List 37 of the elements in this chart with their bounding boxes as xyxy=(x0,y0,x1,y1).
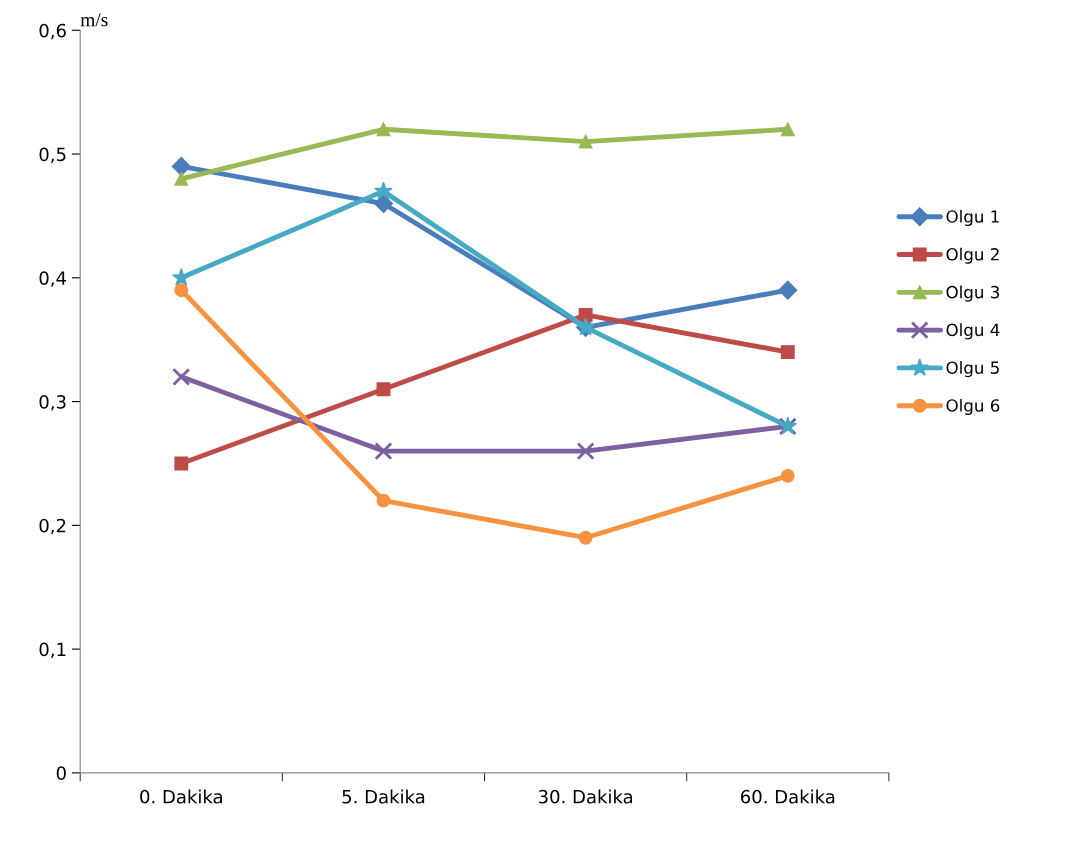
point xyxy=(172,367,191,386)
point xyxy=(778,280,798,300)
point xyxy=(576,442,595,461)
legend-label: Olgu 3 xyxy=(946,285,999,302)
point xyxy=(376,493,391,508)
legend-label: Olgu 2 xyxy=(946,247,999,264)
x-tick-label: 30. Dakika xyxy=(538,789,633,804)
point xyxy=(578,307,593,322)
point xyxy=(578,530,593,545)
x-tick-label: 0. Dakika xyxy=(140,789,222,804)
legend-label: Olgu 5 xyxy=(946,361,999,378)
point xyxy=(171,156,191,176)
point xyxy=(376,382,391,397)
legend-label: Olgu 1 xyxy=(946,209,999,227)
y-tick-label: 0,6 xyxy=(39,23,66,40)
y-tick-label: 0,1 xyxy=(39,642,66,659)
y-tick-label: 0,2 xyxy=(39,518,66,535)
legend-label: Olgu 6 xyxy=(946,398,1000,416)
y-tick-label: 0,3 xyxy=(39,395,66,411)
x-tick-label: 5. Dakika xyxy=(342,789,425,804)
point xyxy=(174,283,189,298)
point xyxy=(374,442,393,461)
point xyxy=(174,171,189,186)
legend-label: Olgu 4 xyxy=(946,323,1000,340)
point xyxy=(780,468,795,483)
point xyxy=(780,122,795,137)
y-tick-label: 0,4 xyxy=(39,271,67,287)
x-tick-label: 60. Dakika xyxy=(741,789,835,804)
point xyxy=(780,345,795,360)
point xyxy=(376,122,391,137)
y-tick-label: 0,5 xyxy=(39,147,66,163)
y-tick-label: 0 xyxy=(56,766,66,780)
point xyxy=(174,456,189,471)
point xyxy=(578,134,593,149)
y-axis-title: m/s xyxy=(80,13,108,27)
point xyxy=(373,194,393,214)
point xyxy=(374,181,393,200)
